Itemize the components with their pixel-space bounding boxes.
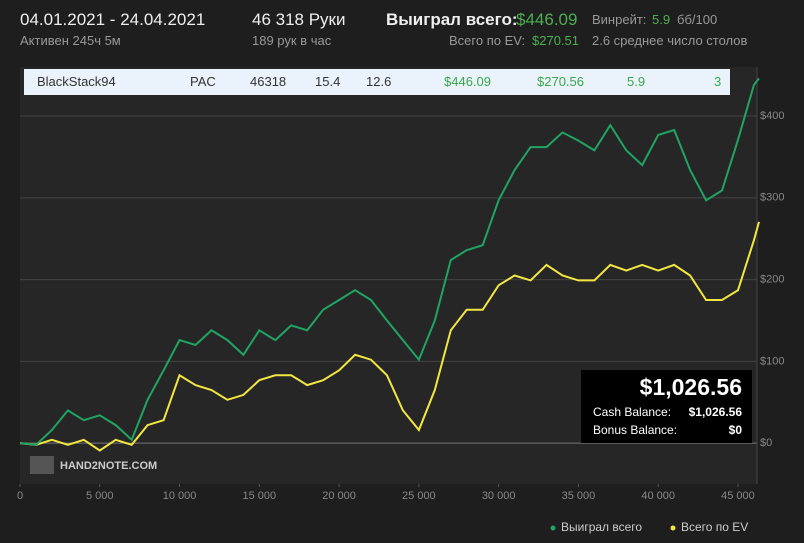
date-range: 04.01.2021 - 24.04.2021 [20,10,206,29]
legend-dot [670,525,676,531]
x-tick-label: 25 000 [402,490,436,502]
x-tick-label: 5 000 [86,490,114,502]
active-time: Активен 245ч 5м [20,33,121,48]
hands-per-hour: 189 рук в час [252,33,332,48]
winrate-value: 5.9 [652,12,671,27]
table-cell: 3 [714,74,722,89]
balance-cell: Bonus Balance: [593,423,678,437]
hands: 46 318 Руки [252,10,346,29]
balance-row: Cash Balance: $1,026.56 [593,405,742,419]
legend-dot [550,525,556,531]
winrate-label: Винрейт: [592,12,647,27]
balance-box: $1,026.56 Cash Balance: $1,026.56 Bonus Ba… [581,370,752,443]
logo-icon [30,456,54,474]
logo: HAND2NOTE.COM [60,460,158,472]
table-cell: $270.56 [537,74,584,89]
won-label: Выиграл всего: [386,10,518,29]
x-tick-label: 35 000 [562,490,596,502]
x-tick-label: 45 000 [721,490,755,502]
table-cell: 5.9 [627,74,646,89]
x-tick-label: 40 000 [641,490,675,502]
table-cell: 46318 [250,74,287,89]
y-tick-label: $200 [760,273,784,285]
ev-value: $270.51 [532,33,579,48]
y-tick-label: $0 [760,437,772,449]
y-tick-label: $100 [760,355,784,367]
x-tick-label: 10 000 [163,490,197,502]
balance-cell: Cash Balance: [593,405,672,419]
ev-label: Всего по EV: [449,33,526,48]
x-tick-label: 20 000 [322,490,356,502]
balance-cell: $1,026.56 [688,405,742,419]
won-value: $446.09 [516,10,578,29]
winrate-unit: бб/100 [677,12,718,27]
series-line [19,77,760,446]
table-cell: $446.09 [444,74,491,89]
legend-label: Выиграл всего [561,520,642,534]
table-cell: 12.6 [366,74,392,89]
y-tick-label: $400 [760,110,784,122]
y-tick-label: $300 [760,192,784,204]
balance-cell: $0 [728,423,742,437]
legend-label: Всего по EV [681,520,748,534]
balance-row: Bonus Balance: $0 [593,423,742,437]
table-row: BlackStack94 PAC 46318 15.4 12.6 $446.09 $270.… [24,69,730,95]
series-line [19,221,760,452]
table-cell: PAC [190,74,216,89]
x-tick-label: 15 000 [242,490,276,502]
table-cell: BlackStack94 [37,74,116,89]
x-tick-label: 0 [17,490,23,502]
x-tick-label: 30 000 [482,490,516,502]
balance-total: $1,026.56 [639,374,742,400]
tables: 2.6 среднее число столов [592,33,748,48]
table-cell: 15.4 [315,74,341,89]
